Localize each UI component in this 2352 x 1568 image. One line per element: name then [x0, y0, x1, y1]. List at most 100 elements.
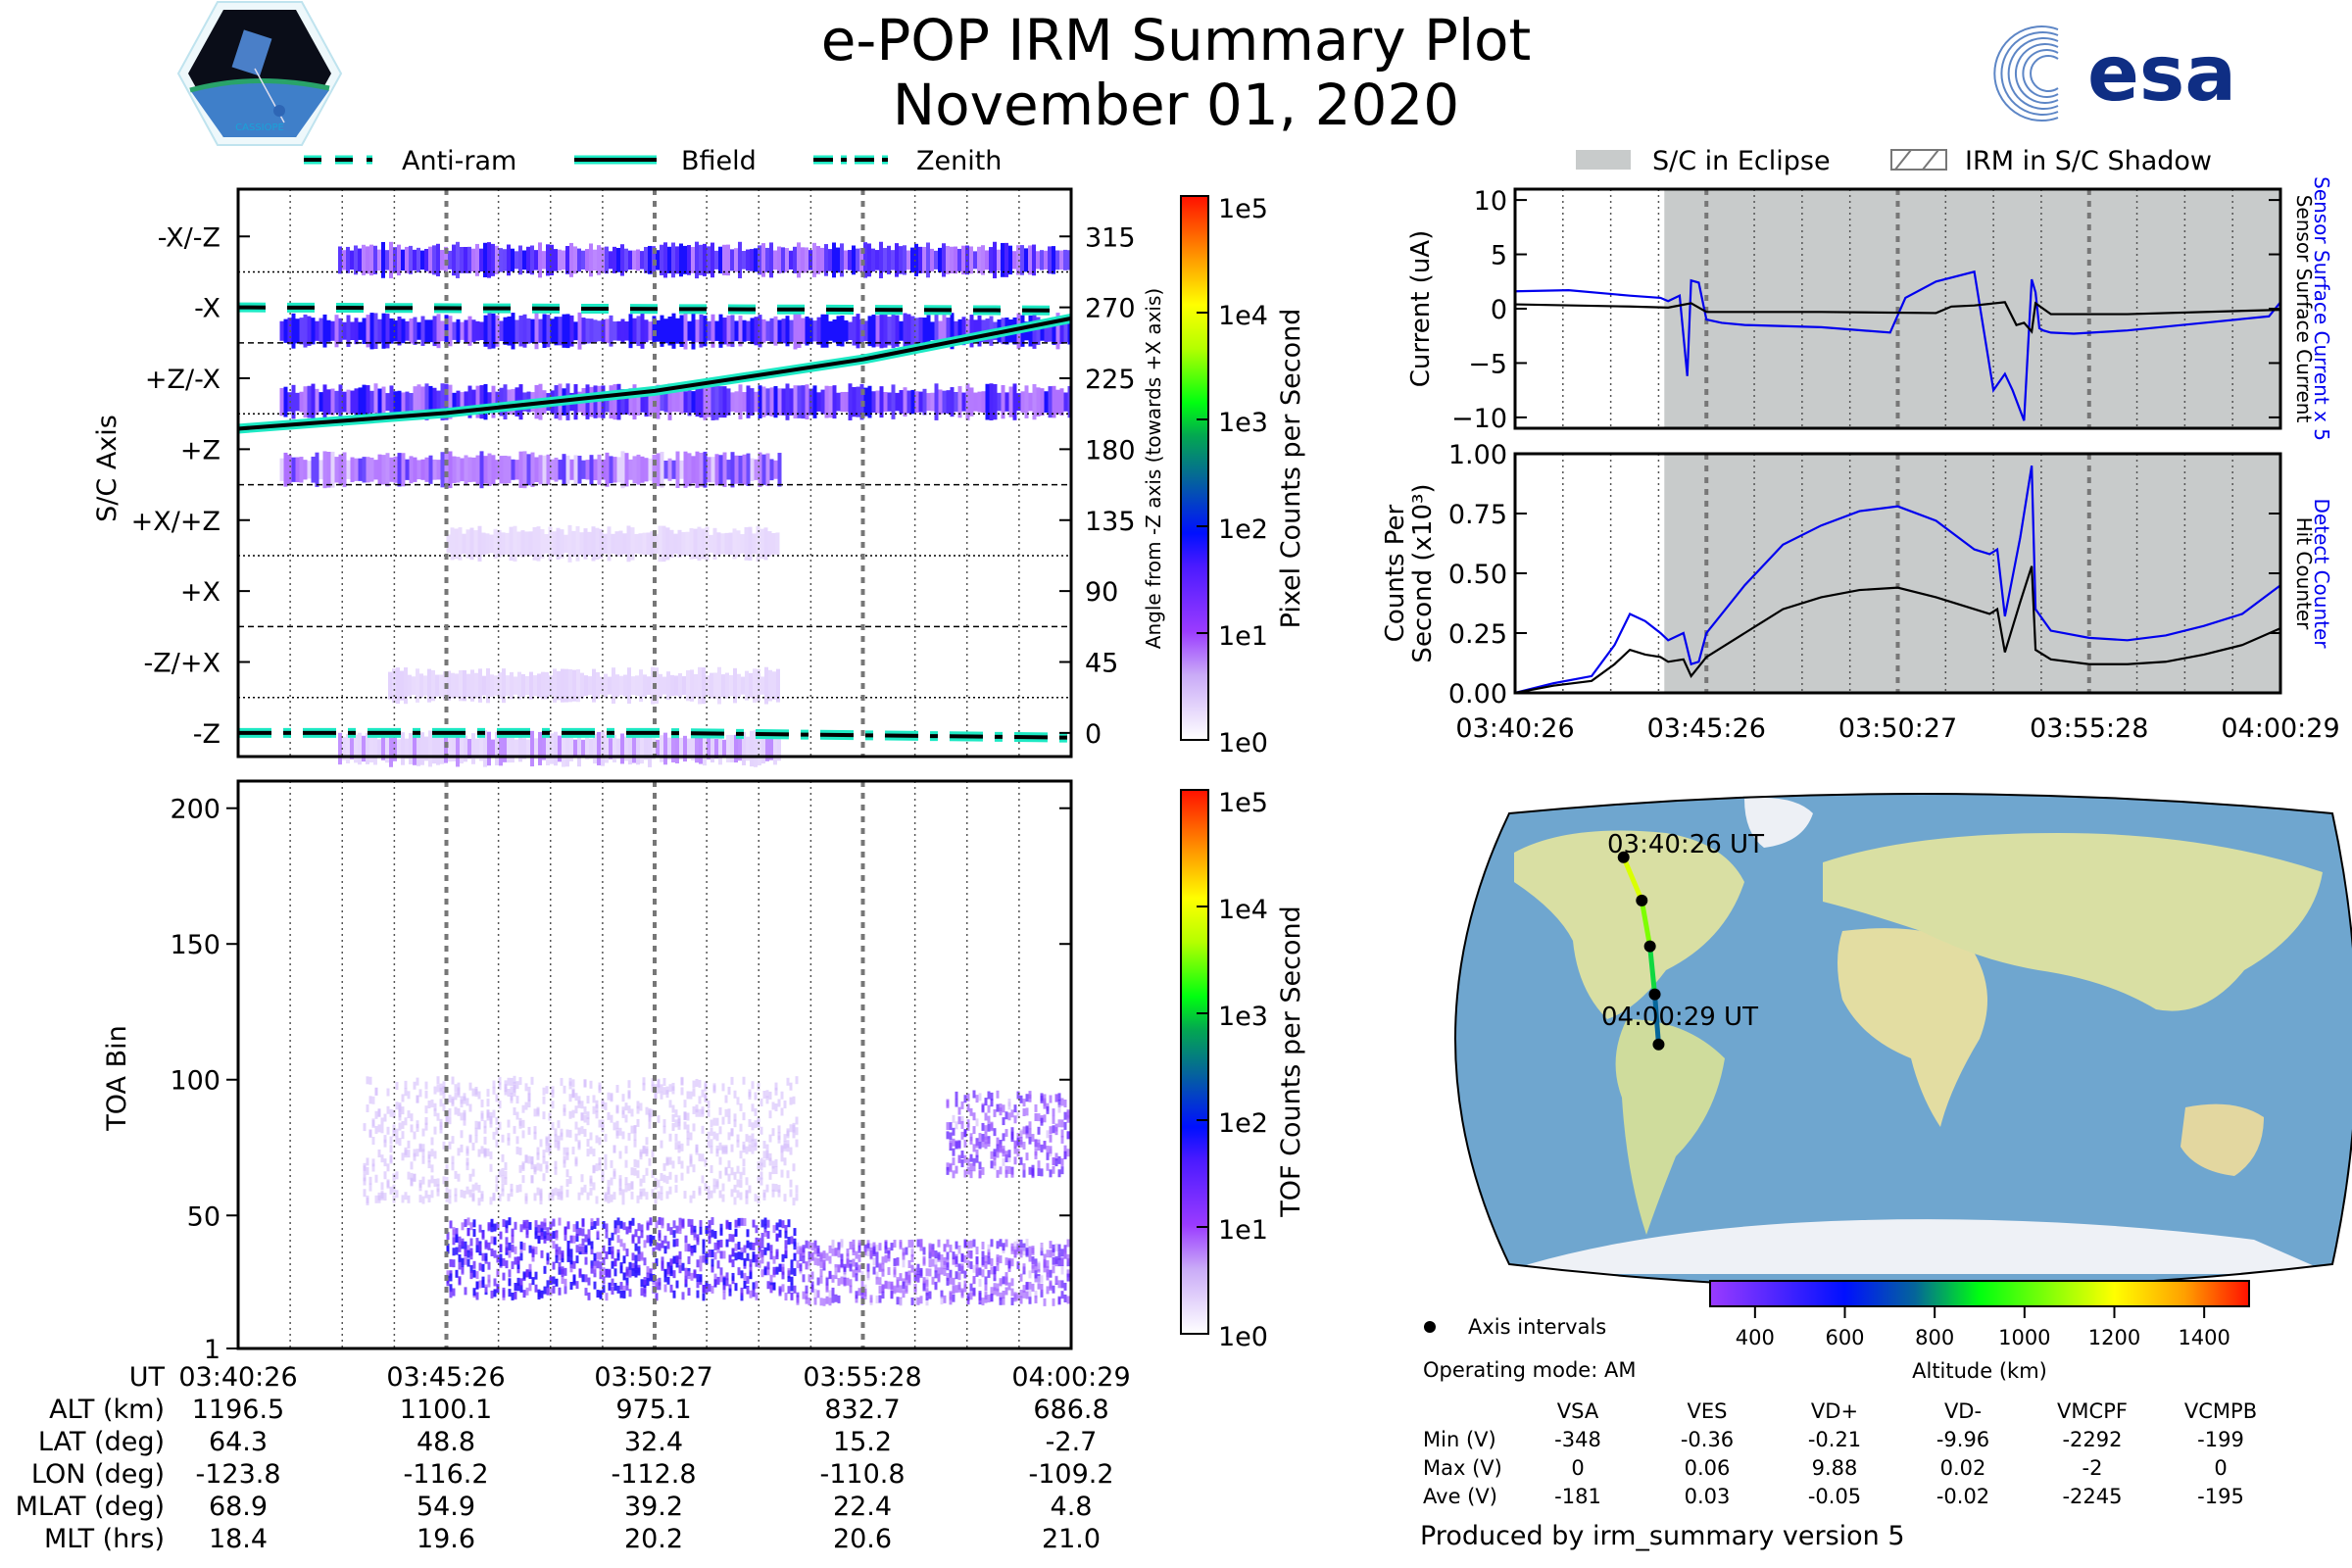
x-tick-label: 03:40:26	[1455, 713, 1574, 744]
ephemeris-cell: 15.2	[832, 1427, 893, 1457]
orbit-segment	[1639, 900, 1653, 948]
y-tick-label: 0.25	[1448, 619, 1507, 650]
y-tick-label: 0.75	[1448, 500, 1507, 530]
voltage-column-header: VES	[1687, 1399, 1728, 1423]
eurasia	[1823, 833, 2323, 1011]
counts-panel: 0.00 0.25 0.50 0.75 1.00 03:40:26 03:45:26 03:5…	[1381, 440, 2340, 744]
y-axis-label: Current (uA)	[1406, 230, 1436, 387]
reference-line-zenith	[238, 730, 1072, 740]
top-left-legend: Anti-ram Bfield Zenith	[304, 146, 1002, 176]
y2-axis-label-blue: Detect Counter	[2310, 499, 2333, 650]
colorbar-tick-label: 1e1	[1218, 1215, 1268, 1246]
voltage-cell: 0.03	[1684, 1485, 1731, 1508]
current-panel: 10 5 0 −5 −10 Current (uA) Sensor Surface Curr…	[1406, 176, 2333, 441]
title-line-2: November 01, 2020	[892, 72, 1460, 138]
y-tick-label: 100	[170, 1066, 220, 1097]
plot-frame	[236, 187, 1073, 759]
reference-line-bfield	[237, 316, 1072, 431]
ephemeris-cell: 975.1	[615, 1395, 692, 1425]
ephemeris-row-label: LON (deg)	[30, 1459, 165, 1490]
y2-tick-label: 135	[1085, 507, 1136, 537]
orbit-start-label: 03:40:26 UT	[1607, 830, 1764, 859]
voltage-column-header: VMCPF	[2057, 1399, 2128, 1423]
orbit-segment	[1652, 994, 1661, 1045]
legend-zenith: Zenith	[813, 146, 1002, 176]
ephemeris-row: UT 03:40:26 03:45:26 03:50:27 03:55:28 04:00:…	[0, 1362, 1176, 1394]
colorbar-tick-label: 1e2	[1218, 1108, 1268, 1139]
y-tick-label: 0.00	[1448, 679, 1507, 710]
y2-tick-label: 225	[1085, 365, 1136, 395]
y-tick-label: 1	[204, 1335, 220, 1365]
voltage-cell: -199	[2197, 1428, 2244, 1451]
x-tick-label: 03:45:26	[1647, 713, 1766, 744]
toa-cluster	[446, 1216, 797, 1301]
y-tick-label: −10	[1451, 404, 1507, 434]
ephemeris-cell: 21.0	[1041, 1524, 1102, 1554]
y-tick-label: 0.50	[1448, 560, 1507, 590]
y-tick-label: 10	[1474, 186, 1507, 217]
voltage-cell: -181	[1554, 1485, 1601, 1508]
voltage-cell: -0.02	[1936, 1485, 1990, 1508]
legend-shadow-label: IRM in S/C Shadow	[1965, 146, 2212, 176]
page-title: e-POP IRM Summary Plot November 01, 2020	[588, 8, 1764, 137]
series-hit-counter	[1514, 565, 2281, 695]
spectrogram-band	[338, 729, 781, 767]
sc-axis-panel: -X/-Z 315 -X 270 +Z/-X 225 +Z 180 +X/+Z 135 +X 90 -Z…	[92, 187, 1165, 767]
ephemeris-cell: 03:45:26	[386, 1362, 506, 1393]
y-tick-label: -X/-Z	[158, 222, 220, 253]
voltage-cell: 9.88	[1811, 1456, 1858, 1480]
ephemeris-cell: 03:40:26	[178, 1362, 298, 1393]
pixel-colorbar-label: Pixel Counts per Second	[1276, 309, 1306, 629]
y-tick-label: −5	[1468, 349, 1507, 379]
north-america	[1514, 830, 1744, 1019]
y2-tick-label: 180	[1085, 435, 1136, 466]
top-right-legend: S/C in Eclipse IRM in S/C Shadow	[1576, 146, 2212, 176]
ephemeris-row: ALT (km) 1196.5 1100.1 975.1 832.7 686.8	[0, 1395, 1176, 1426]
ephemeris-cell: 48.8	[416, 1427, 476, 1457]
orbit-segment	[1647, 946, 1658, 995]
y2-axis-label-blue: Sensor Surface Current x 5	[2310, 176, 2333, 441]
voltage-cell: -195	[2197, 1485, 2244, 1508]
voltage-cell: -348	[1554, 1428, 1601, 1451]
ephemeris-row: LON (deg) -123.8 -116.2 -112.8 -110.8 -109.2	[0, 1459, 1176, 1491]
orbit-interval-marker	[1648, 988, 1661, 1001]
toa-cluster	[363, 1075, 799, 1206]
ephemeris-cell: 19.6	[416, 1524, 476, 1554]
colorbar-tick-label: 1e4	[1218, 895, 1268, 925]
ephemeris-row-label: LAT (deg)	[37, 1427, 165, 1457]
orbit-interval-marker	[1636, 894, 1648, 906]
y-tick-label: -Z/+X	[144, 649, 220, 679]
voltage-cell: 0	[2214, 1456, 2228, 1480]
altitude-tick-label: 1000	[1998, 1326, 2050, 1349]
ephemeris-cell: -109.2	[1028, 1459, 1114, 1490]
voltage-column-header: VD+	[1810, 1399, 1859, 1423]
voltage-cell: -2	[2082, 1456, 2103, 1480]
esa-logo-text: esa	[2087, 30, 2236, 119]
y-tick-label: 1.00	[1448, 440, 1507, 470]
y2-tick-label: 45	[1085, 649, 1118, 679]
y2-axis-label-black: Sensor Surface Current	[2292, 195, 2316, 423]
colorbar-tick-label: 1e3	[1218, 408, 1268, 438]
voltage-cell: 0.02	[1939, 1456, 1986, 1480]
x-tick-label: 03:50:27	[1838, 713, 1957, 744]
y-axis-label: S/C Axis	[92, 415, 122, 522]
voltage-cell: -0.21	[1807, 1428, 1862, 1451]
colorbar-tick-label: 1e0	[1218, 728, 1268, 759]
ephemeris-cell: 1196.5	[191, 1395, 285, 1425]
axis-interval-marker-icon	[1424, 1321, 1436, 1333]
ephemeris-cell: 54.9	[416, 1492, 476, 1522]
legend-eclipse: S/C in Eclipse	[1576, 146, 1831, 176]
altitude-tick-label: 400	[1736, 1326, 1775, 1349]
ephemeris-cell: -123.8	[195, 1459, 281, 1490]
greenland	[1744, 798, 1813, 848]
y2-tick-label: 315	[1085, 222, 1136, 253]
axis-intervals-label: Axis intervals	[1468, 1315, 1606, 1339]
ephemeris-row: LAT (deg) 64.3 48.8 32.4 15.2 -2.7	[0, 1427, 1176, 1458]
y2-tick-label: 270	[1085, 294, 1136, 324]
legend-bfield: Bfield	[574, 146, 757, 176]
x-tick-label: 03:55:28	[2030, 713, 2148, 744]
altitude-colorbar-label: Altitude (km)	[1912, 1359, 2047, 1383]
y-tick-label: 50	[187, 1201, 220, 1232]
